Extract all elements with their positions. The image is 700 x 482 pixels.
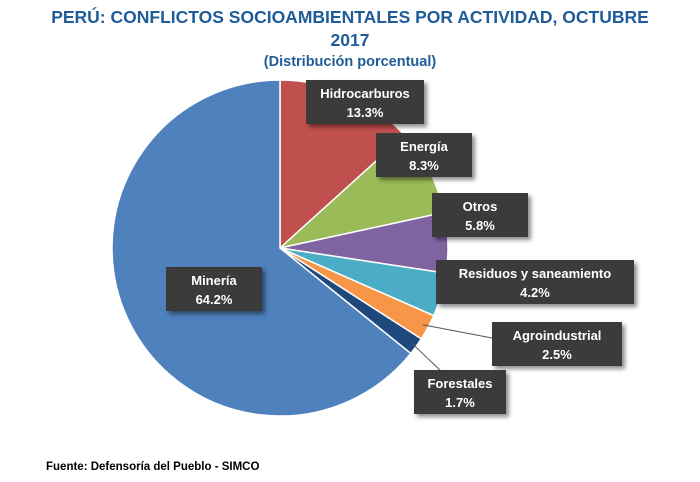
slice-label-value: 64.2% xyxy=(196,292,233,307)
leader-line-forestales xyxy=(411,342,443,373)
slice-label-hidrocarburos: Hidrocarburos 13.3% xyxy=(306,80,424,124)
slice-label-agroindustrial: Agroindustrial 2.5% xyxy=(492,322,622,366)
label-box xyxy=(492,322,622,366)
label-box xyxy=(306,80,424,124)
slice-label-value: 13.3% xyxy=(347,105,384,120)
chart-subtitle: (Distribución porcentual) xyxy=(263,54,437,70)
slice-label-value: 4.2% xyxy=(520,285,550,300)
slice-label-otros: Otros 5.8% xyxy=(432,193,528,237)
label-box xyxy=(376,133,472,177)
slice-label-name: Agroindustrial xyxy=(513,328,602,343)
slice-label-name: Forestales xyxy=(427,376,492,391)
pie-slice-mineria xyxy=(111,79,412,417)
slice-label-name: Residuos y saneamiento xyxy=(459,266,611,281)
slice-labels: Hidrocarburos 13.3% Energía 8.3% Otros 5.8% Re… xyxy=(166,80,634,414)
label-box xyxy=(436,260,634,304)
slice-label-value: 5.8% xyxy=(465,218,495,233)
slice-label-name: Hidrocarburos xyxy=(320,86,410,101)
source-note: Fuente: Defensoría del Pueblo - SIMCO xyxy=(46,461,260,473)
slice-label-name: Energía xyxy=(400,139,448,154)
label-box xyxy=(414,370,506,414)
slice-label-value: 1.7% xyxy=(445,395,475,410)
chart-title-line2: 2017 xyxy=(330,30,370,50)
leader-line-agroindustrial xyxy=(422,324,493,339)
chart-title: PERÚ: CONFLICTOS SOCIOAMBIENTALES POR AC… xyxy=(0,6,700,52)
label-box xyxy=(432,193,528,237)
slice-label-value: 8.3% xyxy=(409,158,439,173)
leader-lines xyxy=(411,324,493,373)
slice-label-value: 2.5% xyxy=(542,347,572,362)
chart-title-line1: PERÚ: CONFLICTOS SOCIOAMBIENTALES POR AC… xyxy=(51,7,649,27)
slice-label-name: Otros xyxy=(463,199,498,214)
pie-slices xyxy=(111,79,449,417)
slice-label-residuos-y-saneamiento: Residuos y saneamiento 4.2% xyxy=(436,260,634,304)
slice-label-mineria: Minería 64.2% xyxy=(166,267,262,311)
slice-label-energia: Energía 8.3% xyxy=(376,133,472,177)
slice-label-name: Minería xyxy=(191,273,237,288)
slice-label-forestales: Forestales 1.7% xyxy=(414,370,506,414)
label-box xyxy=(166,267,262,311)
